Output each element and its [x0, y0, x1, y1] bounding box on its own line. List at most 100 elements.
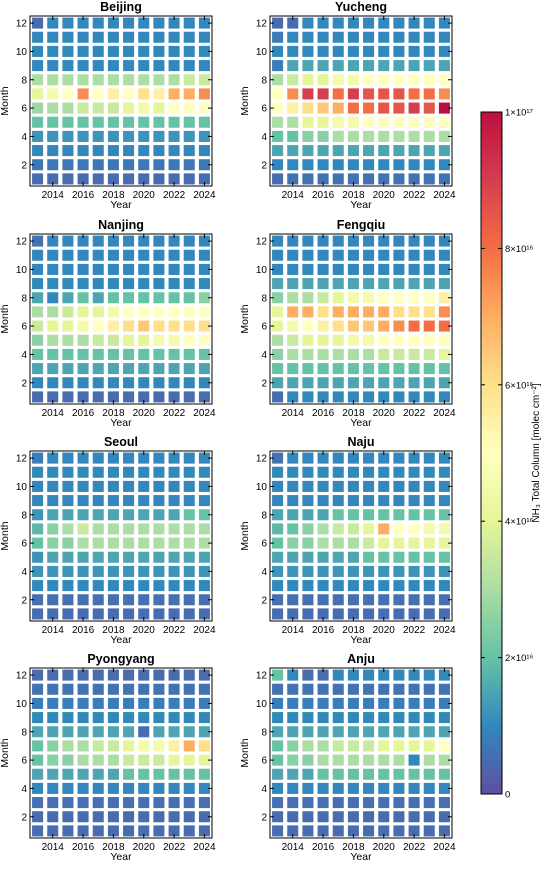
heatmap-cell: [332, 825, 344, 837]
heatmap-cell: [62, 811, 74, 823]
heatmap-cell: [408, 173, 420, 185]
heatmap-cell: [138, 159, 150, 171]
heatmap-cell: [408, 712, 420, 724]
heatmap-cell: [92, 292, 104, 304]
heatmap-cell: [393, 551, 405, 563]
heatmap-cell: [47, 159, 59, 171]
heatmap-cell: [183, 45, 195, 57]
x-tick-label: 2016: [72, 190, 95, 201]
x-tick-label: 2016: [72, 408, 95, 419]
heatmap-cell: [32, 292, 44, 304]
heatmap-cell: [347, 697, 359, 709]
heatmap-cell: [77, 263, 89, 275]
heatmap-cell: [438, 292, 450, 304]
heatmap-cell: [363, 452, 375, 464]
heatmap-cell: [347, 726, 359, 738]
y-tick-label: 12: [256, 19, 268, 30]
heatmap-cell: [47, 452, 59, 464]
heatmap-cell: [302, 797, 314, 809]
heatmap-cell: [347, 811, 359, 823]
heatmap-cell: [77, 608, 89, 620]
heatmap-cell: [107, 452, 119, 464]
heatmap-cell: [317, 825, 329, 837]
heatmap-cell: [92, 235, 104, 247]
heatmap-cell: [77, 697, 89, 709]
heatmap-cell: [77, 523, 89, 535]
heatmap-cell: [363, 697, 375, 709]
heatmap-cell: [287, 74, 299, 86]
heatmap-cell: [287, 377, 299, 389]
heatmap-cell: [272, 377, 284, 389]
heatmap-cell: [138, 292, 150, 304]
heatmap-cell: [183, 235, 195, 247]
heatmap-cell: [183, 466, 195, 478]
heatmap-cell: [123, 145, 135, 157]
heatmap-cell: [62, 292, 74, 304]
heatmap-cell: [168, 235, 180, 247]
heatmap-cell: [32, 145, 44, 157]
heatmap-cell: [138, 334, 150, 346]
heatmap-cell: [168, 495, 180, 507]
x-tick-label: 2014: [282, 625, 305, 636]
heatmap-cell: [62, 782, 74, 794]
heatmap-cell: [47, 768, 59, 780]
heatmap-cell: [438, 551, 450, 563]
heatmap-cell: [183, 116, 195, 128]
heatmap-cell: [168, 320, 180, 332]
heatmap-cell: [138, 348, 150, 360]
heatmap-cell: [408, 523, 420, 535]
heatmap-cell: [138, 278, 150, 290]
heatmap-cell: [332, 452, 344, 464]
heatmap-cell: [272, 712, 284, 724]
heatmap-cell: [393, 377, 405, 389]
heatmap-cell: [198, 754, 210, 766]
heatmap-cell: [378, 391, 390, 403]
y-axis-label: Month: [0, 304, 11, 333]
heatmap-cell: [438, 811, 450, 823]
heatmap-cell: [153, 292, 165, 304]
heatmap-cell: [347, 88, 359, 100]
heatmap-cell: [168, 278, 180, 290]
heatmap-cell: [423, 740, 435, 752]
heatmap-cell: [47, 495, 59, 507]
heatmap-cell: [47, 278, 59, 290]
heatmap-cell: [183, 249, 195, 261]
heatmap-cell: [138, 669, 150, 681]
heatmap-cell: [138, 726, 150, 738]
heatmap-cell: [198, 391, 210, 403]
plot-area: [30, 668, 212, 838]
heatmap-cell: [153, 60, 165, 72]
heatmap-cell: [347, 292, 359, 304]
heatmap-cell: [317, 235, 329, 247]
heatmap-cell: [317, 145, 329, 157]
heatmap-cell: [332, 697, 344, 709]
heatmap-cell: [287, 825, 299, 837]
heatmap-cell: [423, 683, 435, 695]
heatmap-cell: [62, 391, 74, 403]
heatmap-cell: [347, 580, 359, 592]
heatmap-cell: [423, 235, 435, 247]
heatmap-cell: [287, 348, 299, 360]
heatmap-cell: [32, 74, 44, 86]
heatmap-cell: [77, 292, 89, 304]
heatmap-cell: [423, 523, 435, 535]
heatmap-cell: [198, 377, 210, 389]
heatmap-cell: [138, 173, 150, 185]
x-axis-label: Year: [110, 199, 132, 211]
heatmap-cell: [393, 580, 405, 592]
heatmap-cell: [272, 173, 284, 185]
heatmap-cell: [393, 292, 405, 304]
heatmap-cell: [138, 811, 150, 823]
heatmap-cell: [168, 551, 180, 563]
heatmap-cell: [77, 31, 89, 43]
heatmap-cell: [272, 334, 284, 346]
heatmap-cell: [317, 31, 329, 43]
heatmap-cell: [62, 249, 74, 261]
heatmap-cell: [47, 782, 59, 794]
heatmap-cell: [378, 60, 390, 72]
heatmap-cell: [32, 116, 44, 128]
heatmap-cell: [332, 249, 344, 261]
heatmap-cell: [272, 306, 284, 318]
heatmap-cell: [287, 235, 299, 247]
plot-frame: [29, 233, 213, 405]
